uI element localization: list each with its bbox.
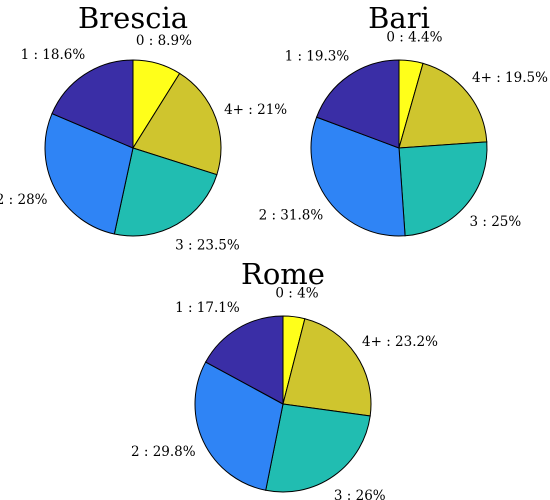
pie-chart-bari: Bari 0 : 4.4% 4+ : 19.5% 3 : 25% 2 : 31.8% 1… (259, 1, 548, 237)
pie-chart-brescia: Brescia 0 : 8.9% 4+ : 21% 3 : 23.5% 2 : 28%… (0, 1, 287, 253)
pie-slice-bari-1 (315, 59, 400, 149)
slice-label-bari-2: 2 : 31.8% (259, 208, 324, 224)
slice-label-brescia-4plus: 4+ : 21% (224, 102, 287, 118)
slice-label-brescia-0: 0 : 8.9% (136, 33, 192, 49)
slice-label-bari-3: 3 : 25% (470, 214, 522, 230)
slice-label-rome-0: 0 : 4% (275, 285, 318, 301)
slice-label-brescia-1: 1 : 18.6% (21, 47, 86, 63)
slice-label-brescia-2: 2 : 28% (0, 192, 48, 208)
slice-label-rome-4plus: 4+ : 23.2% (362, 334, 438, 350)
slice-label-bari-4plus: 4+ : 19.5% (472, 70, 548, 86)
slice-label-bari-0: 0 : 4.4% (386, 30, 442, 46)
pie-slice-bari-4plus (398, 62, 488, 149)
pie-slice-bari-3 (398, 141, 488, 237)
slice-label-bari-1: 1 : 19.3% (285, 49, 350, 65)
chart-title-bari: Bari (368, 1, 430, 35)
pie-slice-bari-2 (310, 116, 406, 237)
pie-slice-rome-4plus (282, 318, 372, 417)
slice-label-rome-1: 1 : 17.1% (175, 300, 240, 316)
pie-slice-brescia-1 (51, 59, 134, 149)
slice-label-rome-2: 2 : 29.8% (131, 444, 196, 460)
slice-label-brescia-3: 3 : 23.5% (175, 237, 240, 253)
pie-slice-rome-1 (204, 315, 284, 405)
pie-slice-brescia-4plus (132, 72, 222, 176)
pie-slice-brescia-2 (44, 112, 134, 235)
pie-slice-rome-2 (194, 361, 284, 491)
pie-slice-rome-3 (265, 403, 371, 493)
pie-chart-rome: Rome 0 : 4% 4+ : 23.2% 3 : 26% 2 : 29.8% 1 :… (131, 257, 438, 500)
chart-title-rome: Rome (241, 257, 325, 291)
chart-title-brescia: Brescia (78, 1, 188, 35)
pie-slice-brescia-3 (113, 147, 218, 237)
slice-label-rome-3: 3 : 26% (334, 488, 386, 500)
